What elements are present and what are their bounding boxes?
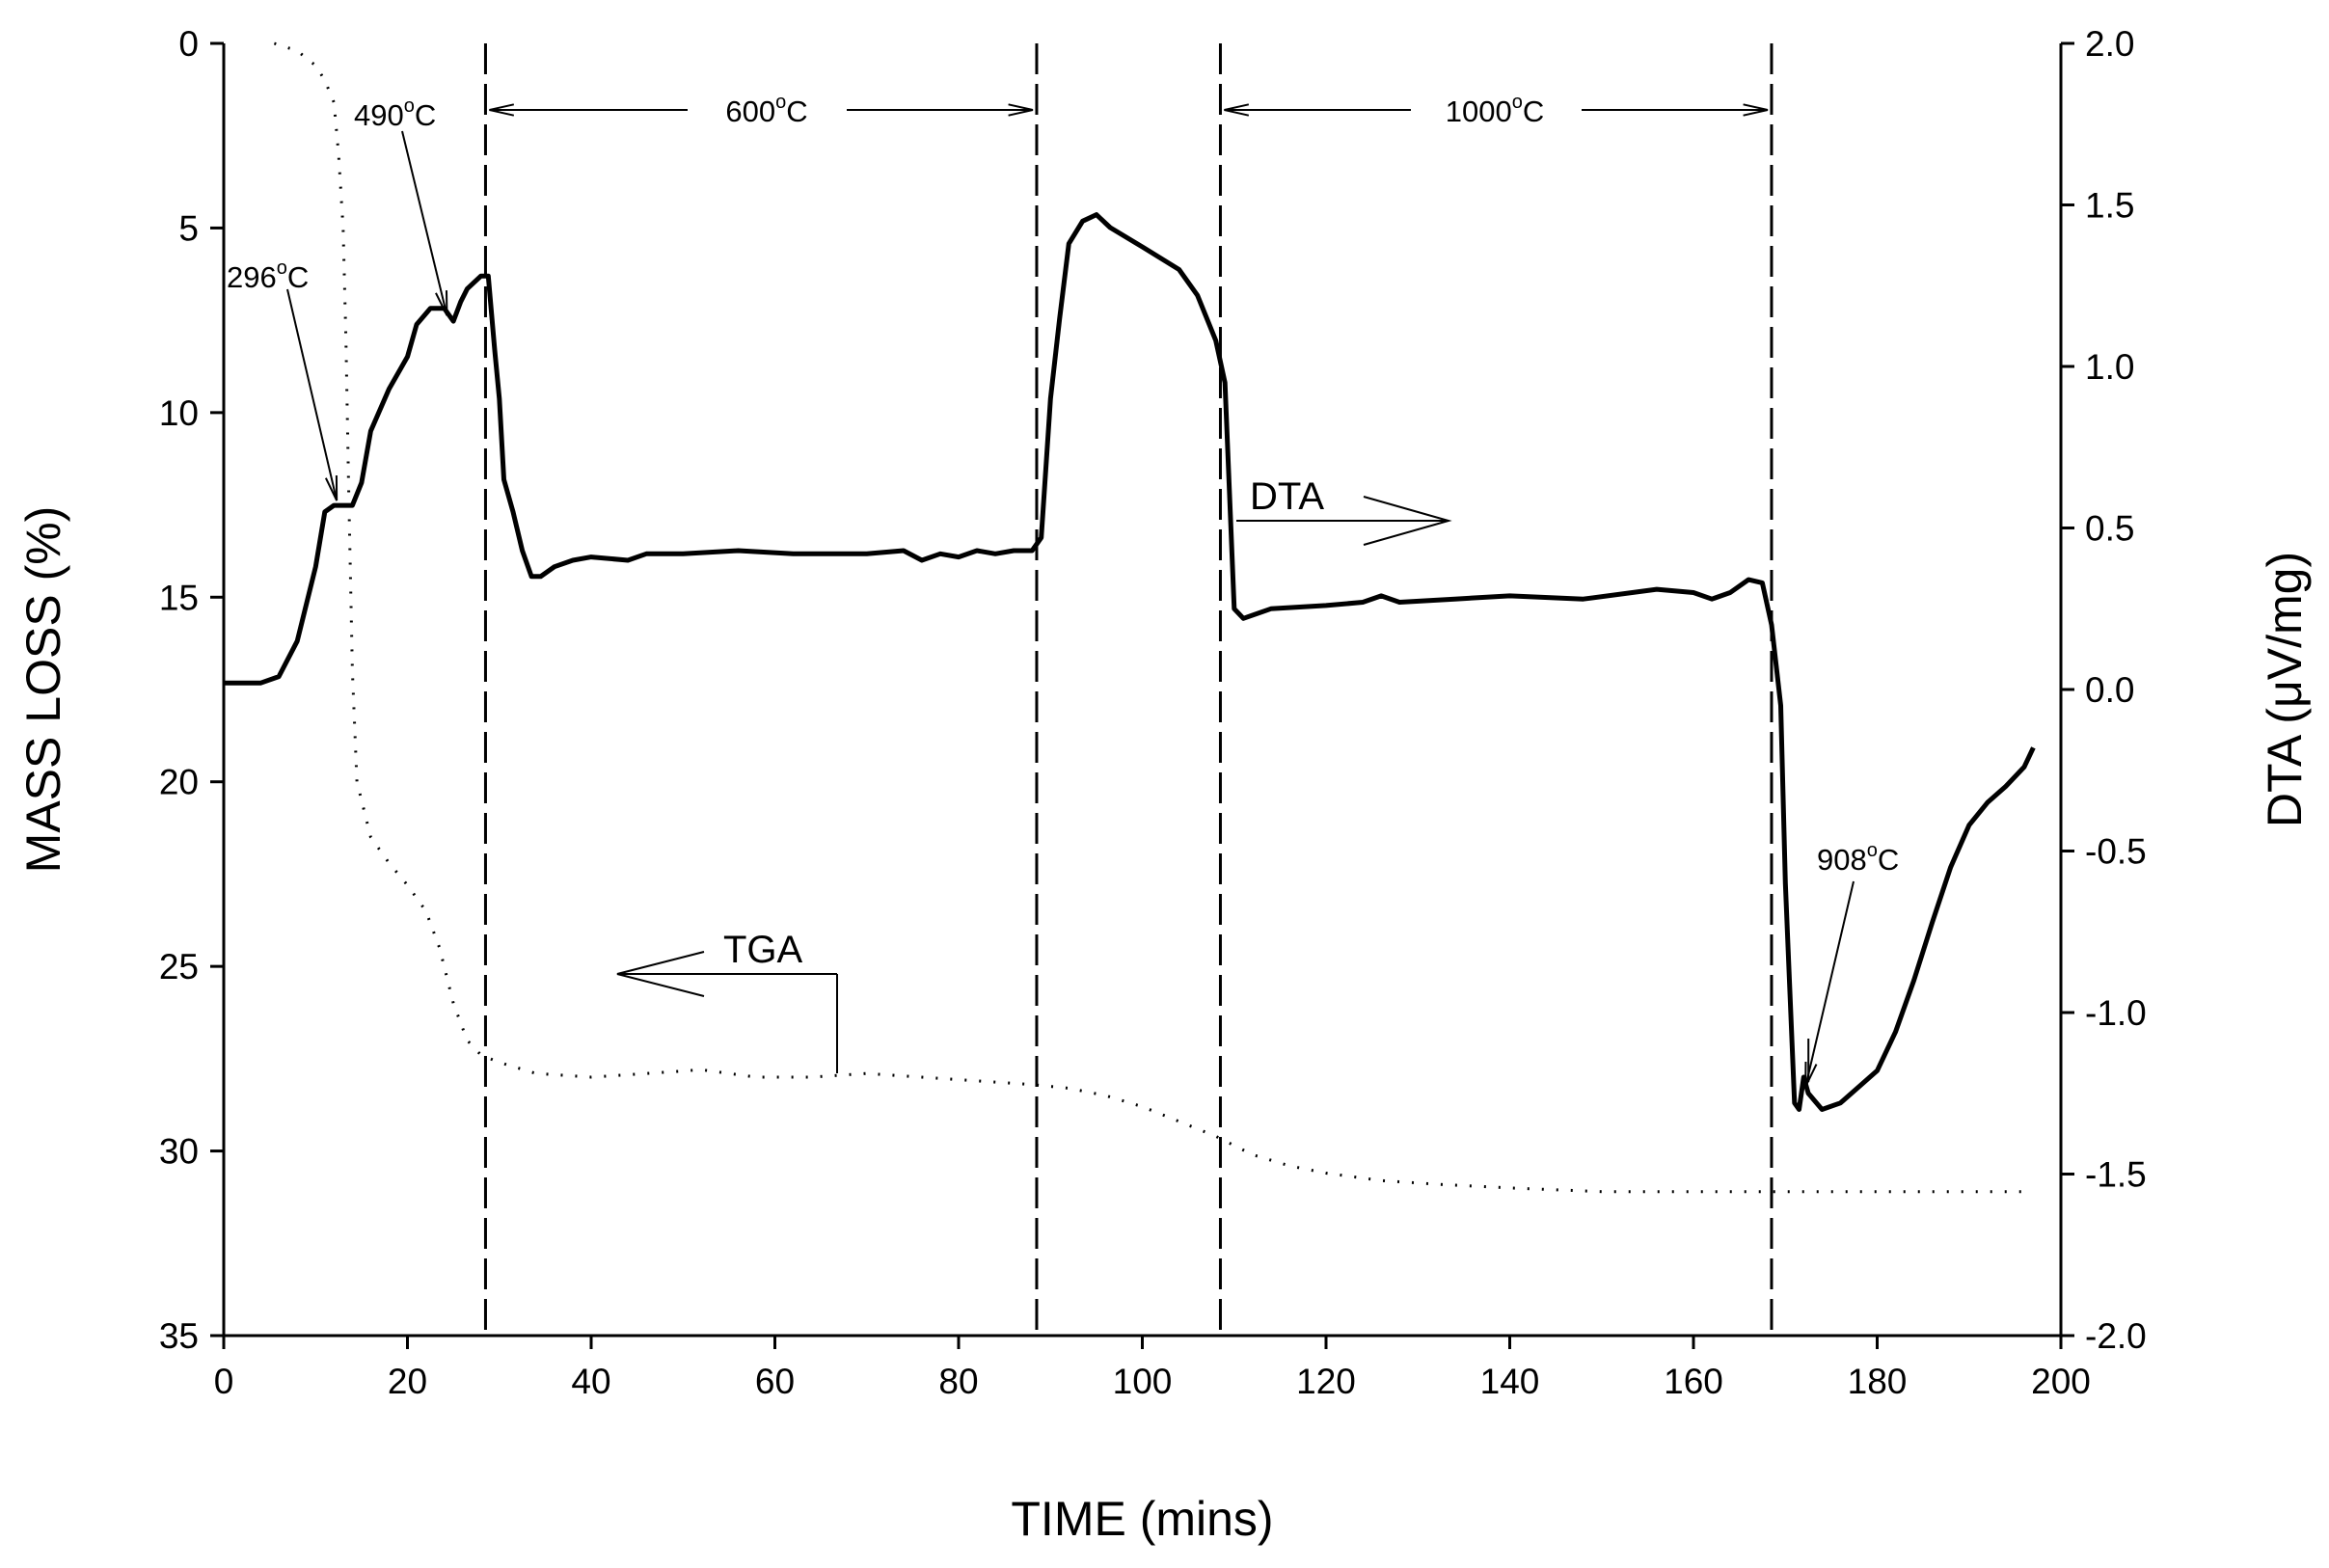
label-908c: 908oC [1817, 840, 1899, 877]
dta-arrow-head [1363, 496, 1452, 546]
y-left-tick-label: 15 [159, 578, 199, 617]
arrow-296c-shaft [286, 288, 339, 501]
x-tick-label: 60 [755, 1362, 795, 1401]
x-tick-label: 100 [1113, 1362, 1173, 1401]
y-right-tick-label: 1.0 [2085, 347, 2134, 387]
dta-series-label: DTA [1250, 475, 1324, 518]
x-tick-label: 160 [1664, 1362, 1723, 1401]
dta-series-line [224, 212, 2036, 1112]
arrow-908c-shaft [1804, 880, 1855, 1088]
y-left-axis-title: MASS LOSS (%) [16, 506, 70, 874]
y-left-tick-label: 30 [159, 1132, 199, 1172]
y-left-tick-label: 25 [159, 947, 199, 987]
arrow-490c-shaft [401, 130, 448, 316]
label-1000c: 1000oC [1446, 92, 1544, 128]
annotations: 296oC 490oC 600oC 1000oC DTA TGA 908oC [227, 92, 1899, 1088]
tga-series-label: TGA [723, 929, 803, 971]
y-right-tick-label: -1.0 [2085, 993, 2147, 1033]
axes: 0 20 40 60 80 100 120 140 160 180 200 0 5 10 15 20 25 30 3… [16, 24, 2312, 1546]
y-right-axis-title: DTA (μV/mg) [2258, 552, 2312, 827]
x-tick-label: 140 [1480, 1362, 1540, 1401]
y-left-tick-label: 20 [159, 763, 199, 802]
y-right-tick-label: -2.0 [2085, 1316, 2147, 1356]
x-tick-label: 180 [1848, 1362, 1908, 1401]
span-600c-right-head [1008, 103, 1034, 117]
x-tick-label: 200 [2031, 1362, 2091, 1401]
y-left-tick-label: 0 [178, 24, 199, 64]
x-tick-label: 40 [571, 1362, 610, 1401]
label-600c: 600oC [725, 92, 807, 128]
label-296c: 296oC [227, 257, 309, 294]
data-series [224, 41, 2036, 1194]
tga-arrow-head [616, 951, 705, 997]
x-tick-label: 120 [1296, 1362, 1356, 1401]
arrow-296c-head [324, 475, 339, 501]
y-right-tick-label: 0.0 [2085, 670, 2134, 710]
isothermal-boundaries [483, 43, 1774, 1336]
x-tick-label: 0 [214, 1362, 234, 1401]
arrow-908c-head [1804, 1061, 1818, 1088]
y-right-tick-label: 0.5 [2085, 509, 2134, 549]
label-490c: 490oC [354, 95, 436, 132]
x-tick-label: 20 [388, 1362, 427, 1401]
y-right-tick-label: -1.5 [2085, 1155, 2147, 1195]
y-left-tick-label: 5 [178, 208, 199, 248]
y-left-tick-label: 35 [159, 1316, 199, 1356]
span-600c-left-head [489, 103, 515, 117]
span-1000c-right-head [1743, 103, 1769, 117]
span-1000c-left-head [1224, 103, 1250, 117]
y-right-tick-label: 2.0 [2085, 24, 2134, 64]
y-left-tick-label: 10 [159, 393, 199, 433]
y-right-tick-label: -0.5 [2085, 832, 2147, 872]
y-right-tick-label: 1.5 [2085, 186, 2134, 226]
x-tick-label: 80 [938, 1362, 978, 1401]
arrow-490c-head [435, 290, 448, 316]
x-axis-title: TIME (mins) [1011, 1492, 1273, 1546]
